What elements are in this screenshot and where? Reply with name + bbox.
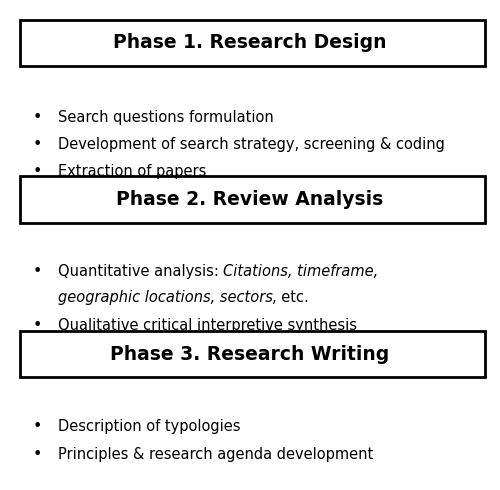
Text: Citations, timeframe,: Citations, timeframe, <box>223 265 378 279</box>
Text: Extraction of papers: Extraction of papers <box>58 164 206 179</box>
Text: Search questions formulation: Search questions formulation <box>58 110 273 125</box>
Text: •: • <box>33 265 42 279</box>
Text: •: • <box>33 419 42 434</box>
Text: Description of typologies: Description of typologies <box>58 419 240 434</box>
Text: •: • <box>33 447 42 462</box>
Text: Phase 2. Review Analysis: Phase 2. Review Analysis <box>116 190 384 209</box>
Text: , etc.: , etc. <box>272 290 309 305</box>
Text: •: • <box>33 164 42 179</box>
Text: Development of search strategy, screening & coding: Development of search strategy, screenin… <box>58 137 444 152</box>
Text: •: • <box>33 318 42 333</box>
Text: Quantitative analysis:: Quantitative analysis: <box>58 265 223 279</box>
Text: •: • <box>33 137 42 152</box>
Text: geographic locations, sectors: geographic locations, sectors <box>58 290 272 305</box>
Text: Qualitative critical interpretive synthesis: Qualitative critical interpretive synthe… <box>58 318 356 333</box>
Text: Phase 3. Research Writing: Phase 3. Research Writing <box>110 344 390 364</box>
Text: Principles & research agenda development: Principles & research agenda development <box>58 447 373 462</box>
FancyBboxPatch shape <box>20 20 485 66</box>
Text: Phase 1. Research Design: Phase 1. Research Design <box>113 33 387 52</box>
Text: •: • <box>33 110 42 125</box>
FancyBboxPatch shape <box>20 331 485 377</box>
FancyBboxPatch shape <box>20 176 485 223</box>
